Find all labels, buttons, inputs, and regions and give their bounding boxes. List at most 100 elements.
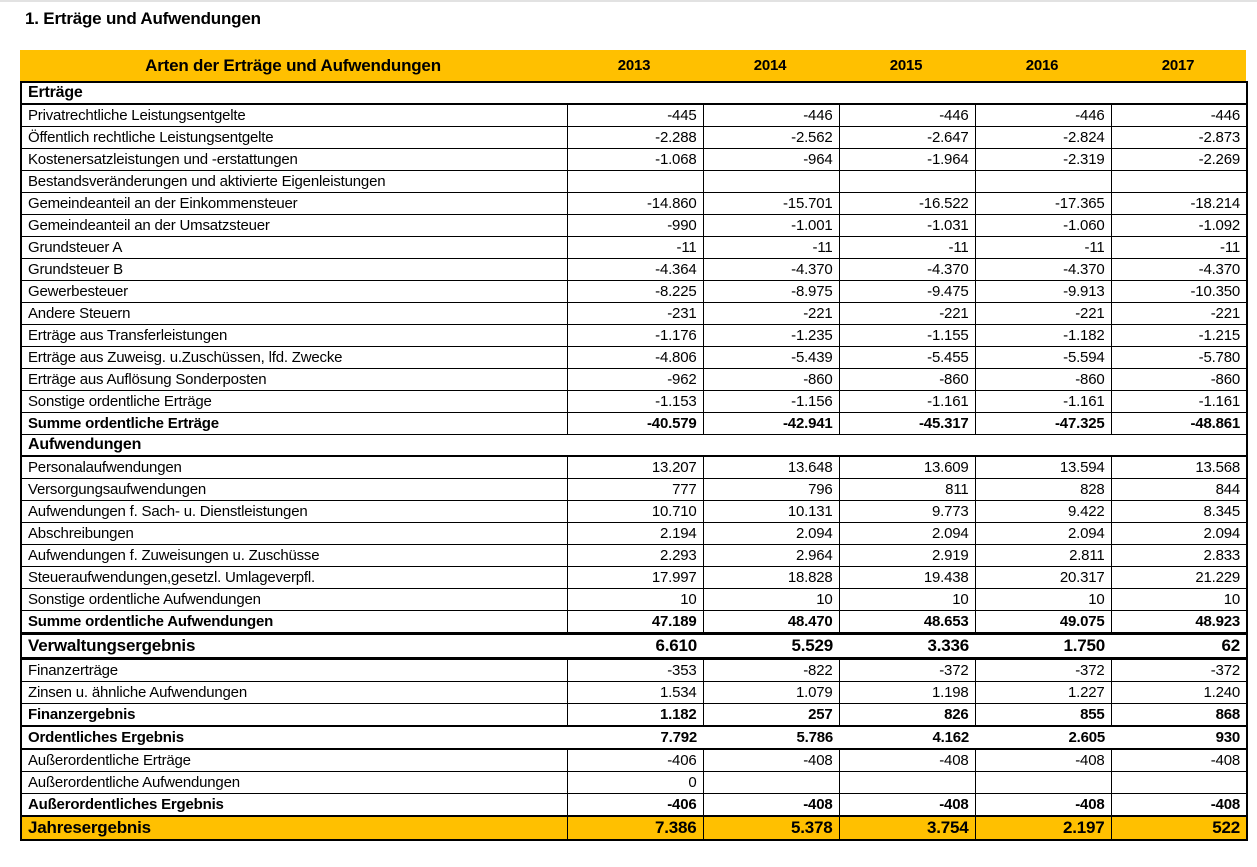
value-cell: -860 [702,368,840,391]
value-cell: 1.534 [566,681,704,704]
table-row: Aufwendungen f. Zuweisungen u. Zuschüsse… [20,544,1248,567]
value-cell: 1.079 [702,681,840,704]
row-label: Grundsteuer A [20,236,568,259]
row-label: Öffentlich rechtliche Leistungsentgelte [20,126,568,149]
value-cell [1111,81,1247,105]
value-cell [566,170,704,193]
value-cell: -4.370 [838,258,976,281]
value-cell: -445 [566,103,704,127]
value-cell: -14.860 [566,192,704,215]
value-cell [1110,771,1248,794]
table-row: Gewerbesteuer -8.225 -8.975 -9.475 -9.913 -10… [20,280,1248,303]
value-cell: 3.336 [839,632,975,660]
value-cell: -16.522 [838,192,976,215]
value-cell: -11 [566,236,704,259]
table-row: Grundsteuer B -4.364 -4.370 -4.370 -4.370 -4.… [20,258,1248,281]
table-row: Kostenersatzleistungen und -erstattungen… [20,148,1248,171]
value-cell: -446 [974,103,1112,127]
row-label: Ordentliches Ergebnis [21,725,567,750]
value-cell: -4.806 [566,346,704,369]
table-row: Ordentliches Ergebnis 7.792 5.786 4.162 2.60… [21,725,1247,750]
value-cell: 49.075 [974,610,1112,634]
value-cell: -5.439 [702,346,840,369]
row-label: Erträge aus Zuweisg. u.Zuschüssen, lfd. … [20,346,568,369]
value-cell: -8.975 [702,280,840,303]
table-row: Außerordentliche Aufwendungen 0 [20,771,1248,794]
row-label: Grundsteuer B [20,258,568,281]
table-row: Erträge [21,81,1247,105]
value-cell [839,81,975,105]
value-cell: 1.227 [974,681,1112,704]
value-cell: 1.198 [838,681,976,704]
value-cell: 48.653 [838,610,976,634]
value-cell [974,170,1112,193]
value-cell: -1.161 [838,390,976,413]
row-label: Sonstige ordentliche Aufwendungen [20,588,568,611]
value-cell: -2.288 [566,126,704,149]
value-cell [838,771,976,794]
table-title: Arten der Erträge und Aufwendungen [145,55,441,75]
value-cell: -408 [838,793,976,817]
table-row: Bestandsveränderungen und aktivierte Eig… [20,170,1248,193]
value-cell: -8.225 [566,280,704,303]
row-label: Aufwendungen [21,434,567,457]
row-label: Aufwendungen f. Sach- u. Dienstleistunge… [20,500,568,523]
table-row: Grundsteuer A -11 -11 -11 -11 -11 [20,236,1248,259]
value-cell [702,771,840,794]
value-cell: -9.475 [838,280,976,303]
table-row: Sonstige ordentliche Aufwendungen 10 10 10 1… [20,588,1248,611]
page-title: 1. Erträge und Aufwendungen [25,9,261,28]
value-cell: 868 [1110,703,1248,727]
value-cell: -1.153 [566,390,704,413]
value-cell: 930 [1111,725,1247,750]
value-cell: -18.214 [1110,192,1248,215]
row-label: Verwaltungsergebnis [21,632,567,660]
value-cell: -11 [702,236,840,259]
value-cell: -15.701 [702,192,840,215]
year-header-2014: 2014 [753,57,787,74]
value-cell: -2.873 [1110,126,1248,149]
value-cell: 257 [702,703,840,727]
row-label: Versorgungsaufwendungen [20,478,568,501]
row-label: Personalaufwendungen [20,455,568,479]
table-row: Finanzergebnis 1.182 257 826 855 868 [20,703,1248,727]
value-cell: -231 [566,302,704,325]
value-cell: 13.594 [974,455,1112,479]
value-cell: -446 [702,103,840,127]
value-cell: -353 [566,658,704,682]
value-cell: -990 [566,214,704,237]
value-cell [838,170,976,193]
table-row: Gemeindeanteil an der Umsatzsteuer -990 -1… [20,214,1248,237]
value-cell: -406 [566,748,704,772]
value-cell: 2.293 [566,544,704,567]
value-cell: -446 [838,103,976,127]
row-label: Außerordentliche Aufwendungen [20,771,568,794]
value-cell: -962 [566,368,704,391]
row-label: Erträge aus Transferleistungen [20,324,568,347]
row-label: Jahresergebnis [20,815,568,841]
row-label: Gewerbesteuer [20,280,568,303]
value-cell [839,434,975,457]
value-cell [703,81,839,105]
value-cell: 2.194 [566,522,704,545]
value-cell: -860 [1110,368,1248,391]
value-cell: -408 [1110,793,1248,817]
row-label: Erträge [21,81,567,105]
value-cell: 4.162 [839,725,975,750]
row-label: Zinsen u. ähnliche Aufwendungen [20,681,568,704]
value-cell: -5.780 [1110,346,1248,369]
financial-table-container: Arten der Erträge und Aufwendungen 2013 2… [20,50,1248,841]
table-row: Erträge aus Transferleistungen -1.176 -1.2… [20,324,1248,347]
row-label: Finanzergebnis [20,703,568,727]
value-cell: -408 [974,748,1112,772]
value-cell [974,771,1112,794]
value-cell: -1.964 [838,148,976,171]
value-cell: 2.833 [1110,544,1248,567]
value-cell: 2.811 [974,544,1112,567]
value-cell: 7.792 [567,725,703,750]
value-cell: -1.235 [702,324,840,347]
table-row: Außerordentliche Erträge -406 -408 -408 -408… [20,748,1248,772]
value-cell: 13.207 [566,455,704,479]
value-cell: 855 [974,703,1112,727]
value-cell: 844 [1110,478,1248,501]
